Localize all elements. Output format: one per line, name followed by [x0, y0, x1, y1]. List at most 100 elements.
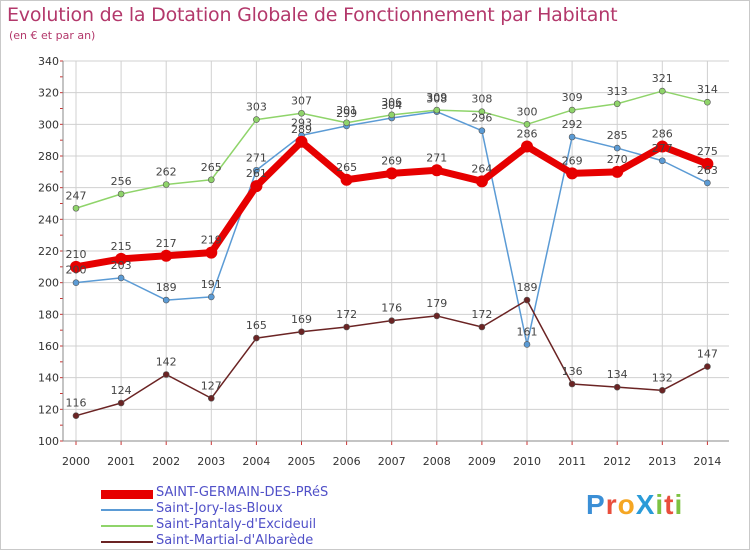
data-label: 275 [697, 145, 718, 158]
data-point [298, 109, 305, 117]
data-label: 200 [66, 264, 87, 277]
logo-letter: t [664, 489, 675, 520]
data-label: 321 [652, 72, 673, 85]
data-label: 169 [291, 313, 312, 326]
x-tick-label: 2000 [62, 455, 90, 468]
data-label: 215 [111, 240, 132, 253]
data-point [385, 167, 398, 180]
data-point [701, 157, 714, 170]
data-label: 219 [201, 234, 222, 247]
data-point [70, 260, 82, 273]
logo-letter: i [655, 489, 665, 520]
data-point [295, 135, 308, 148]
data-label: 314 [697, 83, 718, 96]
x-tick-label: 2013 [648, 455, 676, 468]
logo-letter: X [635, 489, 656, 520]
data-point [568, 380, 576, 388]
data-label: 300 [517, 105, 538, 118]
data-label: 304 [381, 99, 402, 112]
x-tick-label: 2003 [197, 455, 225, 468]
y-tick-label: 200 [38, 277, 59, 290]
data-label: 277 [652, 142, 673, 155]
data-point [658, 387, 666, 394]
data-label: 191 [201, 278, 222, 291]
chart-legend: SAINT-GERMAIN-DES-PRéS Saint-Jory-las-Blo… [101, 485, 431, 550]
y-tick-label: 220 [38, 245, 59, 258]
data-point [704, 363, 711, 370]
data-label: 293 [291, 116, 312, 129]
data-point [523, 296, 531, 304]
data-label: 309 [562, 91, 583, 104]
data-label: 313 [607, 85, 628, 98]
data-point [704, 98, 711, 106]
x-tick-label: 2008 [423, 455, 451, 468]
data-point [72, 412, 80, 419]
data-label: 132 [652, 371, 673, 384]
x-tick-label: 2004 [242, 455, 270, 468]
data-point [523, 121, 531, 128]
data-label: 172 [471, 308, 492, 321]
data-point [253, 334, 260, 342]
data-label: 308 [471, 93, 492, 106]
data-point [298, 328, 305, 336]
data-point [343, 119, 350, 127]
data-point [658, 157, 666, 165]
x-tick-label: 2014 [693, 455, 721, 468]
data-label: 265 [336, 161, 357, 174]
data-label: 307 [291, 94, 312, 107]
logo-letter: o [617, 489, 636, 520]
legend-item: Saint-Martial-d'Albarède [101, 533, 431, 550]
data-label: 264 [471, 162, 492, 175]
data-label: 172 [336, 308, 357, 321]
data-label: 292 [562, 118, 583, 131]
data-point [208, 176, 215, 184]
data-point [72, 279, 80, 286]
data-label: 176 [381, 302, 402, 315]
data-point [115, 252, 128, 265]
legend-label: SAINT-GERMAIN-DES-PRéS [156, 485, 329, 500]
x-tick-label: 2002 [152, 455, 180, 468]
data-point [475, 175, 488, 188]
data-label: 116 [66, 397, 87, 410]
data-point [478, 108, 486, 115]
x-tick-label: 2011 [558, 455, 586, 468]
data-label: 256 [111, 175, 132, 188]
data-label: 261 [246, 167, 267, 180]
data-point [433, 312, 441, 320]
data-label: 189 [156, 281, 177, 294]
data-point [253, 116, 260, 123]
data-point [162, 181, 170, 188]
data-label: 147 [697, 348, 718, 361]
data-label: 161 [517, 325, 538, 338]
data-label: 269 [562, 154, 583, 167]
data-label: 217 [156, 237, 177, 250]
data-point [205, 246, 218, 259]
y-tick-label: 240 [38, 213, 59, 226]
data-label: 179 [426, 297, 447, 310]
chart-title: Evolution de la Dotation Globale de Fonc… [7, 4, 618, 26]
data-label: 296 [471, 112, 492, 125]
data-label: 309 [426, 91, 447, 104]
data-point [566, 167, 579, 180]
data-point [160, 249, 173, 262]
legend-swatch [101, 509, 153, 511]
data-label: 203 [111, 259, 132, 272]
data-point [340, 173, 353, 186]
logo-letter: i [674, 489, 684, 520]
data-point [208, 293, 215, 301]
data-label: 142 [156, 356, 177, 369]
legend-swatch [101, 489, 153, 499]
data-label: 286 [517, 128, 538, 141]
data-point [388, 317, 396, 324]
x-tick-label: 2009 [468, 455, 496, 468]
data-label: 299 [336, 107, 357, 120]
data-point [208, 394, 215, 402]
data-point [343, 323, 350, 331]
data-point [117, 399, 125, 407]
legend-label: Saint-Martial-d'Albarède [156, 533, 314, 548]
legend-label: Saint-Jory-las-Bloux [156, 501, 283, 516]
legend-item: Saint-Jory-las-Bloux [101, 501, 431, 518]
data-label: 189 [517, 281, 538, 294]
